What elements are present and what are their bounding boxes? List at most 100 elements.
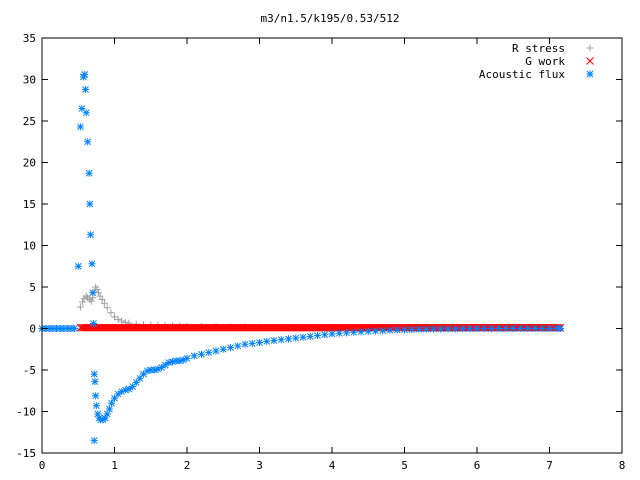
acoustic-flux-point [190, 352, 198, 360]
acoustic-flux-point [546, 325, 553, 332]
acoustic-flux-point [88, 260, 96, 268]
acoustic-flux-point [321, 331, 329, 339]
acoustic-flux-point [357, 328, 365, 336]
r-stress-point [87, 297, 95, 305]
x-tick-label: 5 [401, 459, 408, 472]
acoustic-flux-point [89, 320, 97, 328]
acoustic-flux-point [509, 325, 517, 332]
acoustic-flux-point [111, 394, 118, 402]
x-tick-label: 7 [546, 459, 553, 472]
legend-marker [586, 44, 594, 52]
x-tick-label: 0 [39, 459, 46, 472]
acoustic-flux-point [292, 334, 300, 342]
legend-label: G work [525, 55, 565, 68]
acoustic-flux-point [379, 327, 387, 335]
acoustic-flux-point [335, 329, 343, 337]
acoustic-flux-point [538, 325, 546, 332]
legend-marker [586, 70, 594, 78]
acoustic-flux-point [466, 325, 474, 333]
acoustic-flux-point [227, 344, 234, 352]
y-tick-label: 10 [23, 240, 36, 253]
acoustic-flux-point [408, 326, 416, 334]
acoustic-flux-point [299, 333, 307, 341]
acoustic-flux-point [495, 325, 503, 332]
r-stress-point [98, 295, 106, 303]
acoustic-flux-point [328, 330, 336, 338]
acoustic-flux-point [556, 325, 564, 332]
x-tick-label: 8 [619, 459, 626, 472]
r-stress-point [93, 285, 101, 293]
acoustic-flux-point [314, 332, 321, 340]
acoustic-flux-point [85, 169, 93, 177]
acoustic-flux-point [277, 336, 285, 344]
r-stress-point [103, 304, 111, 312]
y-tick-label: -5 [23, 364, 36, 377]
r-stress-point [86, 295, 94, 303]
acoustic-flux-point [82, 85, 89, 93]
r-stress-point [100, 300, 108, 308]
acoustic-flux-point [90, 370, 98, 378]
acoustic-flux-point [219, 345, 227, 353]
r-stress-point [118, 317, 126, 325]
legend-marker [586, 57, 594, 65]
x-tick-label: 1 [111, 459, 118, 472]
acoustic-flux-point [91, 378, 99, 386]
acoustic-flux-point [415, 325, 423, 333]
y-tick-label: 20 [23, 157, 36, 170]
acoustic-flux-point [183, 354, 191, 362]
acoustic-flux-point [473, 325, 481, 333]
acoustic-flux-point [422, 325, 430, 333]
r-stress-point [79, 298, 87, 306]
acoustic-flux-point [94, 410, 102, 418]
acoustic-flux-point [248, 339, 256, 347]
acoustic-flux-point [212, 347, 220, 355]
acoustic-flux-point [82, 109, 90, 117]
acoustic-flux-point [76, 123, 84, 131]
axes: 0 1 2 3 4 5 6 7 8 -15 -10 -5 0 5 10 15 20 25 30 35 [16, 32, 625, 472]
acoustic-flux-point [350, 328, 358, 336]
acoustic-flux-point [488, 325, 495, 333]
r-stress-point [114, 315, 122, 323]
chart-title: m3/n1.5/k195/0.53/512 [260, 12, 399, 25]
r-stress-point [76, 303, 84, 311]
acoustic-flux-point [74, 262, 82, 270]
acoustic-flux-point [343, 329, 350, 337]
y-tick-label: 30 [23, 74, 36, 87]
x-tick-label: 3 [256, 459, 263, 472]
x-tick-label: 4 [329, 459, 336, 472]
r-stress-point [82, 292, 90, 300]
acoustic-flux-point [92, 402, 100, 410]
r-stress-point [111, 313, 118, 321]
y-tick-label: 5 [29, 281, 36, 294]
acoustic-flux-point [386, 326, 394, 334]
r-stress-point [107, 309, 115, 317]
acoustic-flux-point [270, 337, 278, 345]
acoustic-flux-point [90, 437, 98, 445]
acoustic-flux-point [531, 325, 539, 332]
acoustic-flux-point [444, 325, 452, 333]
series-acoustic-flux [38, 71, 564, 445]
acoustic-flux-point [105, 405, 113, 413]
legend-label: Acoustic flux [479, 68, 565, 81]
acoustic-flux-point [89, 289, 97, 297]
y-tick-label: -15 [16, 447, 36, 460]
acoustic-flux-point [108, 399, 116, 407]
acoustic-flux-point [517, 325, 524, 332]
acoustic-flux-point [81, 71, 89, 79]
acoustic-flux-point [87, 231, 95, 239]
acoustic-flux-point [84, 138, 92, 146]
y-tick-label: 15 [23, 198, 36, 211]
acoustic-flux-point [430, 325, 437, 333]
y-tick-label: -10 [16, 406, 36, 419]
y-tick-label: 0 [29, 323, 36, 336]
y-tick-label: 25 [23, 115, 36, 128]
acoustic-flux-point [256, 339, 263, 347]
acoustic-flux-point [451, 325, 459, 333]
acoustic-flux-point [437, 325, 445, 333]
acoustic-flux-point [241, 340, 249, 348]
acoustic-flux-point [71, 325, 79, 332]
plot-marks [38, 71, 565, 445]
acoustic-flux-point [161, 361, 169, 369]
